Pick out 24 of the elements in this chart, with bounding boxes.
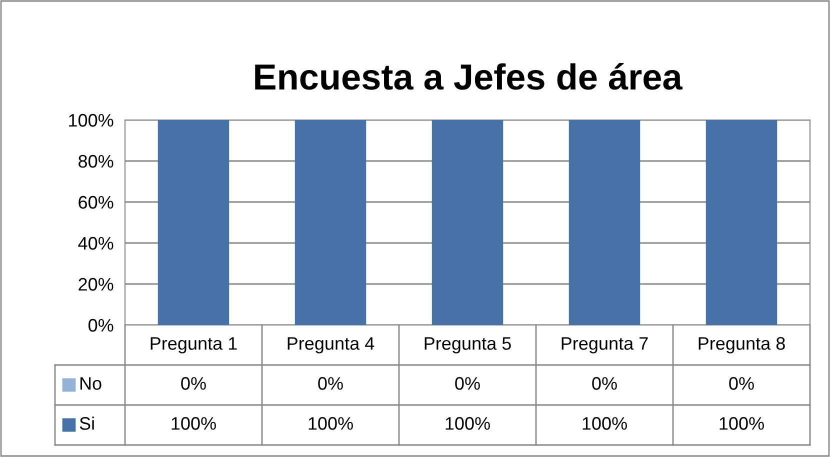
x-tick-label: Pregunta 4	[288, 337, 374, 354]
data-label: 100%	[582, 417, 627, 430]
x-tick-label: Pregunta 8	[698, 337, 785, 354]
legend-label: Si	[80, 416, 94, 430]
data-label: 0%	[318, 377, 343, 390]
data-label: 0%	[729, 377, 754, 390]
legend-label: No	[80, 377, 102, 390]
y-tick-label: 60%	[78, 196, 114, 209]
data-label: 0%	[592, 377, 617, 390]
data-label: 100%	[720, 417, 764, 430]
x-tick-label: Pregunta 7	[562, 337, 648, 354]
y-tick-label: 100%	[69, 114, 114, 127]
y-tick-label: 20%	[78, 278, 114, 291]
data-label: 0%	[455, 377, 480, 390]
y-tick-label: 80%	[78, 154, 114, 168]
chart-title: Encuesta a Jefes de área	[255, 62, 683, 90]
data-label: 100%	[446, 417, 490, 430]
y-tick-label: 0%	[88, 318, 114, 332]
x-tick-label: Pregunta 5	[424, 337, 511, 354]
x-tick-label: Pregunta 1	[150, 337, 237, 354]
data-label: 100%	[172, 417, 216, 430]
data-label: 0%	[181, 377, 206, 390]
data-label: 100%	[308, 417, 353, 430]
y-tick-label: 40%	[78, 236, 114, 250]
